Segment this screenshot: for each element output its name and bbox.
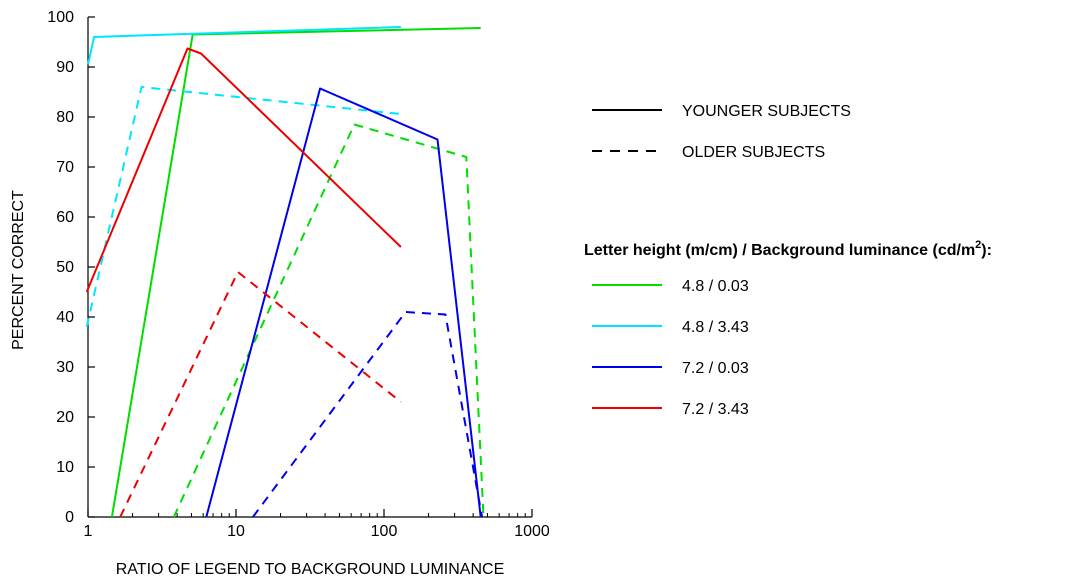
series-line-3-solid [87,26,401,65]
legend-heading-sup: 2 [975,239,981,251]
x-tick-label: 10 [227,523,245,540]
y-tick-label: 50 [56,259,74,276]
x-tick-label: 1 [84,523,93,540]
series-lines [85,26,485,518]
y-tick-label: 10 [56,459,74,476]
y-tick-label: 20 [56,409,74,426]
y-tick-label: 60 [56,209,74,226]
series-line-8-dashed [119,271,402,518]
x-axis-title: RATIO OF LEGEND TO BACKGROUND LUMINANCE [116,561,505,578]
legend-dashed-label: OLDER SUBJECTS [682,144,825,161]
legend-label-series-1: 4.8 / 0.03 [682,278,749,295]
legend-solid-label: YOUNGER SUBJECTS [682,103,851,120]
x-tick-label: 1000 [514,523,550,540]
legend: YOUNGER SUBJECTS OLDER SUBJECTS Letter h… [584,103,992,418]
series-line-5-solid [205,87,482,518]
y-tick-label: 70 [56,159,74,176]
y-tick-label: 40 [56,309,74,326]
series-line-4-dashed [85,86,406,328]
y-tick-label: 100 [47,9,74,26]
series-line-7-solid [85,47,402,293]
y-tick-label: 80 [56,109,74,126]
series-line-1-solid [110,27,481,518]
y-tick-label: 90 [56,59,74,76]
x-tick-label: 100 [371,523,398,540]
series-line-6-dashed [252,311,484,518]
series-line-2-dashed [172,123,485,518]
legend-heading: Letter height (m/cm) / Background lumina… [584,239,992,259]
legend-label-series-3: 7.2 / 0.03 [682,360,749,377]
y-tick-label: 0 [65,509,74,526]
legend-heading-main: Letter height (m/cm) / Background lumina… [584,242,975,259]
legend-label-series-4: 7.2 / 3.43 [682,401,749,418]
legend-heading-end: ): [981,242,992,259]
y-axis-title: PERCENT CORRECT [10,190,27,350]
y-tick-label: 30 [56,359,74,376]
legend-label-series-2: 4.8 / 3.43 [682,319,749,336]
